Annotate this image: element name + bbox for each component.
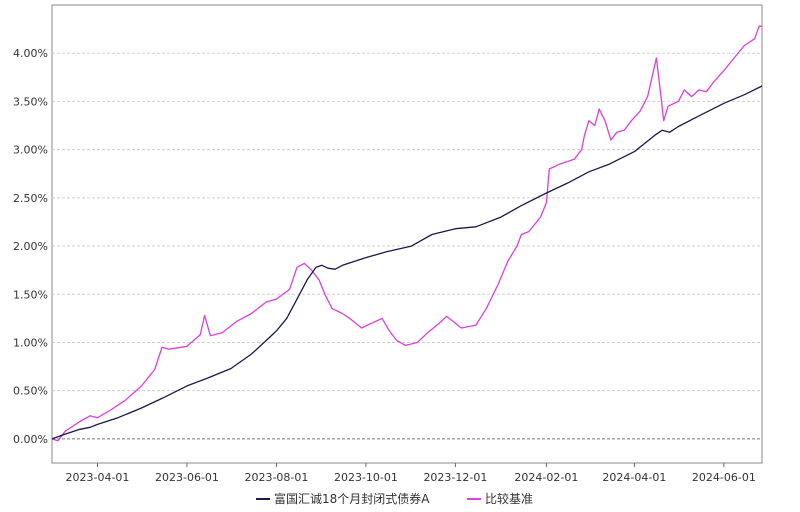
legend: 富国汇诚18个月封闭式债券A 比较基准 [256, 491, 533, 506]
y-tick-label: 3.00% [13, 144, 48, 157]
x-tick-label: 2024-04-01 [602, 471, 666, 484]
y-tick-label: 2.00% [13, 240, 48, 253]
x-axis-ticks: 2023-04-01 2023-06-01 2023-08-01 2023-10-01… [66, 463, 756, 484]
x-tick-label: 2023-10-01 [334, 471, 398, 484]
x-tick-label: 2024-02-01 [514, 471, 578, 484]
legend-label-fund: 富国汇诚18个月封闭式债券A [274, 491, 430, 506]
x-tick-label: 2023-12-01 [423, 471, 487, 484]
y-tick-label: 0.50% [13, 385, 48, 398]
x-tick-label: 2024-06-01 [692, 471, 756, 484]
y-tick-label: 0.00% [13, 433, 48, 446]
x-tick-label: 2023-04-01 [66, 471, 130, 484]
fund-nav-line [51, 85, 763, 440]
grid-lines [52, 52, 762, 440]
y-axis-ticks: 0.00% 0.50% 1.00% 1.50% 2.00% 2.50% 3.00% 3.50%… [13, 47, 48, 446]
y-tick-label: 1.50% [13, 288, 48, 301]
y-tick-label: 4.00% [13, 47, 48, 60]
benchmark-line [51, 25, 762, 442]
legend-label-benchmark: 比较基准 [485, 491, 533, 506]
y-tick-label: 1.00% [13, 336, 48, 349]
plot-area [51, 4, 763, 464]
series-lines [51, 25, 763, 442]
x-tick-label: 2023-08-01 [244, 471, 308, 484]
y-tick-label: 2.50% [13, 192, 48, 205]
x-tick-label: 2023-06-01 [155, 471, 219, 484]
y-tick-label: 3.50% [13, 95, 48, 108]
